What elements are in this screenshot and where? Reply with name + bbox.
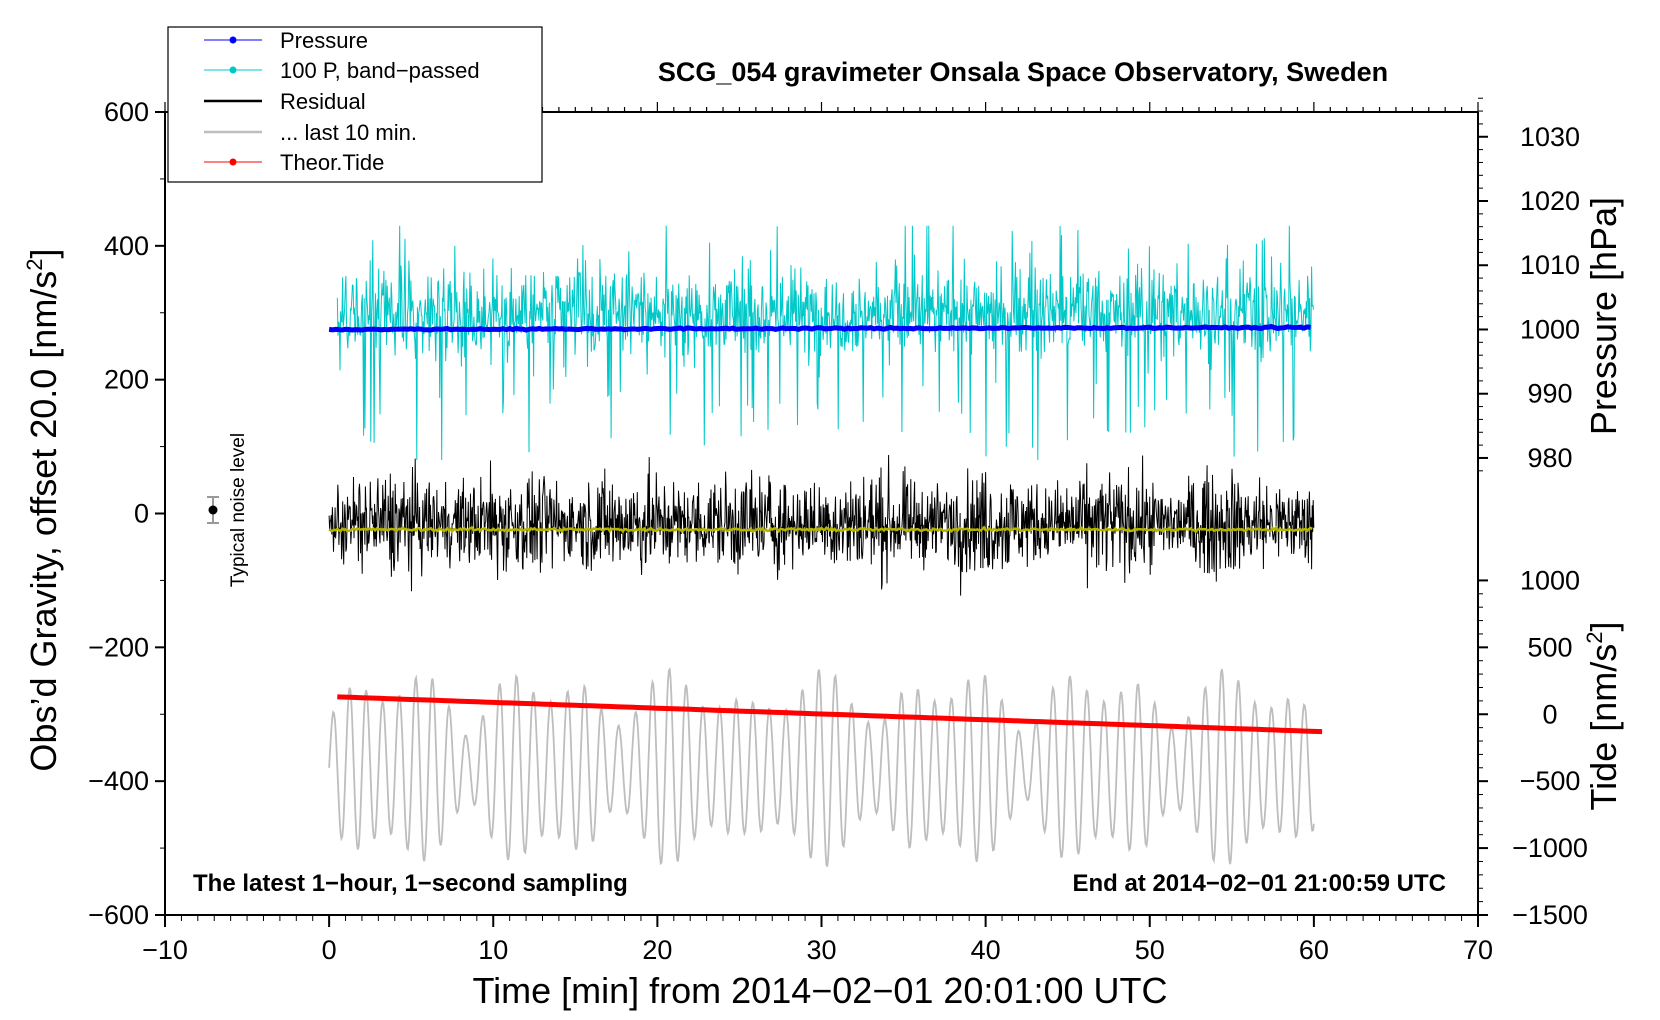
legend-item-band-passed: 100 P, band−passed	[204, 58, 480, 83]
annotation-end-time: End at 2014−02−01 21:00:59 UTC	[1072, 870, 1446, 897]
y-tick-label: 600	[104, 97, 149, 127]
noise-point	[208, 505, 218, 515]
legend-label-residual: Residual	[280, 89, 366, 114]
pressure-tick-label: 980	[1527, 443, 1572, 473]
series-residual-smoothed	[328, 525, 1313, 534]
y-tick-label: −200	[88, 632, 149, 662]
tide-tick-label: −1000	[1512, 833, 1588, 863]
x-tick-label: 60	[1299, 935, 1329, 965]
y-tick-label: 400	[104, 231, 149, 261]
x-tick-label: 0	[322, 935, 337, 965]
legend-label-pressure: Pressure	[280, 28, 368, 53]
pressure-tick-label: 1030	[1520, 122, 1580, 152]
legend-label-band-passed: 100 P, band−passed	[280, 58, 480, 83]
pressure-tick-label: 1020	[1520, 186, 1580, 216]
legend-marker-band-passed	[229, 66, 237, 74]
y-tick-label: 0	[134, 499, 149, 529]
series-pressure	[328, 323, 1311, 333]
y-tick-label: 200	[104, 365, 149, 395]
tide-tick-label: 1000	[1520, 565, 1580, 595]
legend-label-last-10-min: ... last 10 min.	[280, 120, 417, 145]
x-tick-label: 10	[478, 935, 508, 965]
legend-item-pressure: Pressure	[204, 28, 368, 53]
y-tick-label: −400	[88, 766, 149, 796]
legend-item-last-10-min: ... last 10 min.	[204, 120, 417, 145]
legend-marker-pressure	[229, 36, 237, 44]
y-tick-label: −600	[88, 900, 149, 930]
annotation-sampling: The latest 1−hour, 1−second sampling	[193, 870, 628, 897]
x-tick-label: 50	[1135, 935, 1165, 965]
legend-item-theor-tide: Theor.Tide	[204, 150, 384, 175]
x-tick-label: 30	[806, 935, 836, 965]
pressure-tick-label: 990	[1527, 379, 1572, 409]
x-tick-label: −10	[142, 935, 188, 965]
data-series	[328, 225, 1323, 867]
legend-marker-theor-tide	[229, 158, 237, 166]
series-theor-tide	[337, 694, 1323, 735]
axis-ticks: −10 0 10 20 30 40 50 60 70−600−400−2000200400600…	[88, 97, 1588, 965]
y-axis-title-left: Obs’d Gravity, offset 20.0 [nm/s2]	[22, 248, 64, 771]
tide-tick-label: −1500	[1512, 900, 1588, 930]
y-axis-title-tide: Tide [nm/s2]	[1582, 622, 1624, 811]
legend-label-theor-tide: Theor.Tide	[280, 150, 384, 175]
tide-tick-label: 500	[1527, 632, 1572, 662]
pressure-tick-label: 1010	[1520, 250, 1580, 280]
series-residual	[328, 454, 1315, 596]
series-band-passed-pressure	[336, 225, 1314, 461]
legend-item-residual: Residual	[204, 89, 366, 114]
x-tick-label: 70	[1463, 935, 1493, 965]
pressure-tick-label: 1000	[1520, 314, 1580, 344]
x-tick-label: 20	[642, 935, 672, 965]
x-tick-label: 40	[971, 935, 1001, 965]
tide-tick-label: −500	[1520, 766, 1581, 796]
legend: Pressure 100 P, band−passed Residual ...…	[167, 26, 543, 183]
legend-box	[167, 26, 543, 183]
y-axis-title-pressure: Pressure [hPa]	[1583, 197, 1624, 435]
x-axis-title: Time [min] from 2014−02−01 20:01:00 UTC	[472, 970, 1167, 1011]
noise-level-marker: Typical noise level	[207, 433, 249, 587]
chart-title: SCG_054 gravimeter Onsala Space Observat…	[658, 57, 1388, 87]
tide-tick-label: 0	[1542, 699, 1557, 729]
noise-level-label: Typical noise level	[228, 433, 249, 587]
